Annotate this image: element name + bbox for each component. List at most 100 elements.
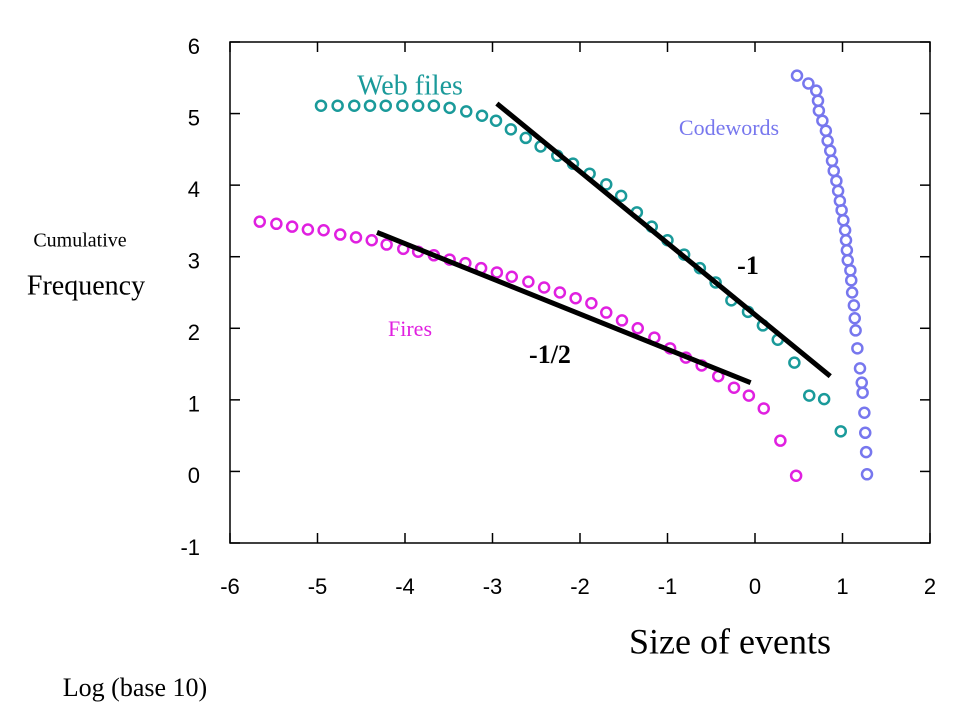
y-tick-label: 1	[188, 392, 200, 417]
y-tick-label: 5	[188, 105, 200, 130]
fit-line	[495, 101, 832, 379]
point	[789, 469, 803, 482]
point	[839, 234, 853, 247]
fit-line	[376, 230, 752, 385]
y-label: Frequency	[27, 270, 145, 301]
point	[348, 99, 361, 112]
x-label: Size of events	[629, 621, 831, 661]
point	[537, 281, 551, 294]
x-tick-label: -3	[483, 574, 503, 599]
point	[585, 296, 598, 310]
series-label: Fires	[388, 316, 432, 341]
point	[812, 104, 826, 117]
point	[824, 144, 837, 158]
point	[821, 134, 834, 148]
point	[848, 312, 861, 325]
point	[285, 220, 299, 233]
point	[427, 99, 441, 112]
y-tick-label: 3	[188, 249, 200, 274]
point	[396, 99, 409, 112]
point	[475, 109, 489, 122]
point	[600, 178, 613, 191]
point	[834, 425, 847, 438]
point	[845, 286, 859, 299]
slope-label: -1/2	[529, 340, 571, 369]
point	[505, 270, 518, 284]
series-label: Codewords	[679, 115, 779, 140]
point	[838, 223, 852, 237]
point	[849, 324, 862, 337]
point	[853, 362, 867, 375]
point	[443, 101, 456, 115]
x-tick-label: -5	[308, 574, 328, 599]
y-tick-label: -1	[180, 535, 200, 560]
point	[380, 238, 393, 251]
y-tick-label: 4	[188, 177, 200, 202]
slope-label: -1	[737, 251, 759, 280]
point	[757, 402, 770, 415]
point	[460, 105, 473, 118]
point	[317, 223, 330, 237]
point	[270, 217, 283, 231]
point	[803, 389, 816, 402]
point	[519, 131, 532, 145]
point	[600, 306, 613, 319]
point	[831, 184, 845, 198]
point	[851, 342, 864, 355]
point	[810, 84, 823, 97]
point	[314, 99, 328, 112]
note: Log (base 10)	[63, 673, 207, 702]
point	[301, 223, 315, 236]
point	[631, 322, 644, 335]
point	[334, 228, 347, 241]
point	[859, 426, 872, 440]
point	[349, 231, 363, 244]
point	[816, 114, 829, 127]
point	[859, 445, 873, 459]
point	[411, 99, 425, 112]
point	[553, 286, 567, 299]
point	[331, 99, 344, 112]
point	[504, 123, 518, 136]
point	[845, 274, 858, 287]
point	[569, 291, 582, 305]
point	[727, 381, 741, 394]
point	[522, 275, 535, 289]
series-label: Web files	[357, 70, 463, 101]
point	[614, 189, 628, 203]
point	[489, 114, 503, 127]
point	[840, 244, 854, 257]
point	[774, 434, 787, 447]
point	[841, 254, 854, 267]
point	[379, 99, 392, 112]
point	[742, 389, 756, 402]
point	[855, 376, 868, 389]
y-tick-label: 2	[188, 320, 200, 345]
x-tick-label: -2	[570, 574, 590, 599]
x-tick-label: -6	[220, 574, 240, 599]
point	[856, 386, 869, 399]
point	[363, 99, 377, 112]
point	[615, 314, 629, 327]
x-tick-label: 0	[749, 574, 761, 599]
point	[837, 213, 850, 227]
point	[827, 164, 840, 178]
point	[709, 276, 722, 289]
point	[858, 406, 871, 419]
point	[819, 124, 833, 137]
point	[365, 234, 378, 247]
y-label-small: Cumulative	[33, 230, 126, 252]
point	[830, 174, 843, 188]
x-tick-label: 2	[924, 574, 936, 599]
x-tick-label: -1	[658, 574, 678, 599]
point	[790, 69, 804, 82]
point	[811, 94, 825, 107]
point	[847, 299, 861, 312]
x-tick-label: 1	[836, 574, 848, 599]
point	[490, 266, 504, 279]
point	[788, 356, 801, 369]
x-tick-label: -4	[395, 574, 415, 599]
point	[802, 77, 815, 90]
point	[253, 215, 266, 228]
